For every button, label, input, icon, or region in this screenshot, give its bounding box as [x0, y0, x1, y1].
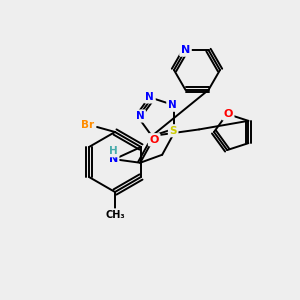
- Text: N: N: [181, 45, 190, 55]
- Text: O: O: [224, 109, 233, 119]
- Text: CH₃: CH₃: [105, 210, 125, 220]
- Text: S: S: [169, 126, 177, 136]
- Text: N: N: [109, 154, 118, 164]
- Text: N: N: [146, 92, 154, 102]
- Text: H: H: [109, 146, 118, 156]
- Text: N: N: [136, 111, 144, 121]
- Text: N: N: [168, 100, 177, 110]
- Text: Br: Br: [81, 120, 94, 130]
- Text: O: O: [149, 135, 159, 145]
